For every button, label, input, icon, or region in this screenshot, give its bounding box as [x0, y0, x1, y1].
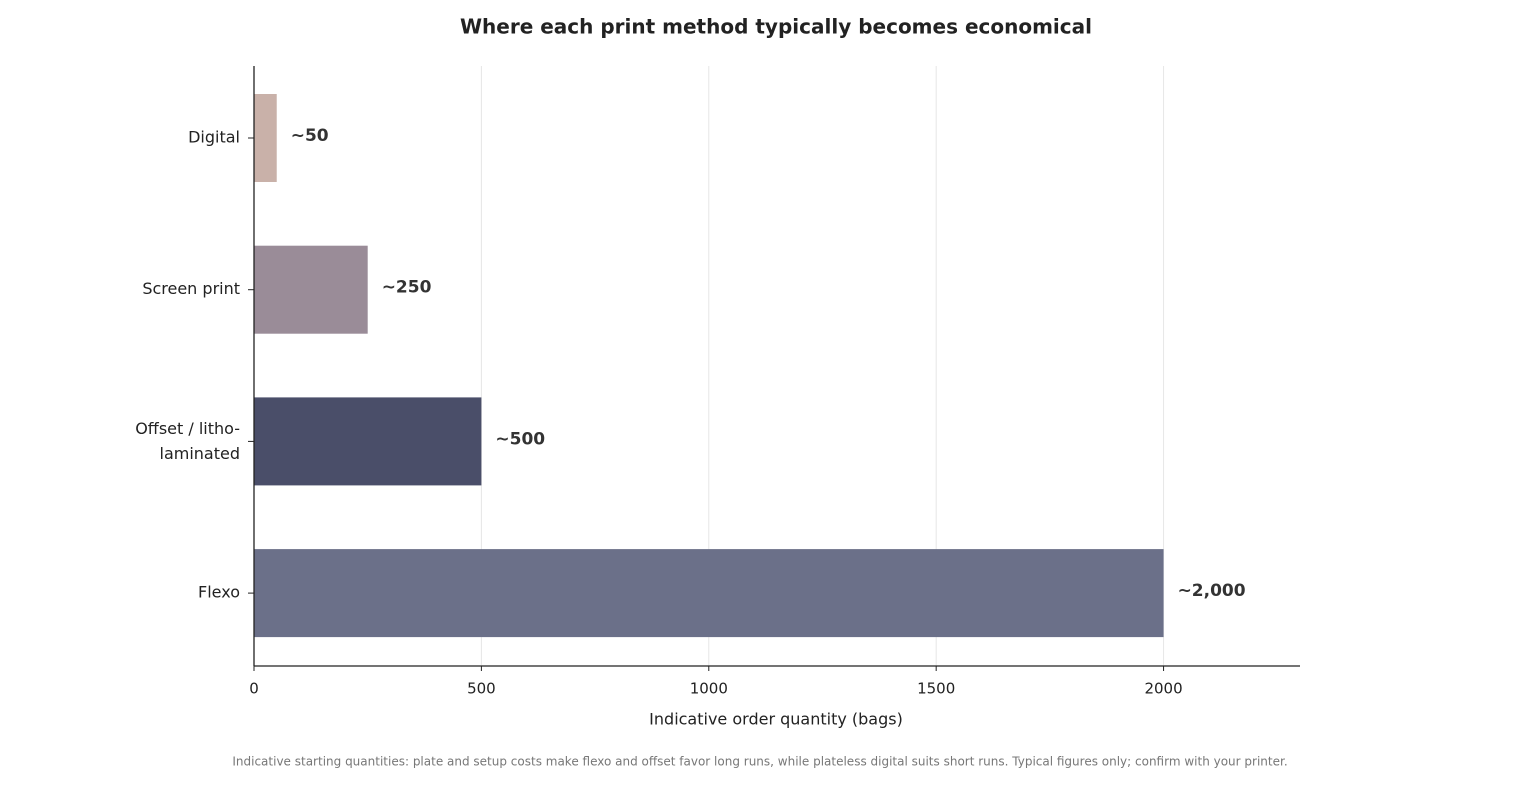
- bar: [254, 397, 482, 486]
- x-tick-label: 0: [249, 680, 259, 698]
- value-label: ~250: [382, 278, 432, 298]
- value-label: ~50: [291, 126, 329, 146]
- x-axis-label: Indicative order quantity (bags): [649, 710, 903, 729]
- bar: [254, 549, 1164, 638]
- y-tick-label: Screen print: [142, 279, 240, 298]
- x-tick-label: 2000: [1144, 680, 1182, 698]
- y-tick-label: Digital: [188, 128, 240, 147]
- x-tick-label: 1000: [690, 680, 728, 698]
- y-tick-label: Flexo: [198, 583, 240, 602]
- footnote: Indicative starting quantities: plate an…: [232, 755, 1287, 769]
- value-label: ~2,000: [1178, 581, 1246, 601]
- y-tick-label: Offset / litho-laminated: [135, 418, 240, 462]
- value-label: ~500: [495, 429, 545, 449]
- x-tick-label: 1500: [917, 680, 955, 698]
- x-tick-label: 500: [467, 680, 496, 698]
- bar: [254, 245, 368, 334]
- bar: [254, 94, 277, 182]
- chart-title: Where each print method typically become…: [460, 15, 1092, 39]
